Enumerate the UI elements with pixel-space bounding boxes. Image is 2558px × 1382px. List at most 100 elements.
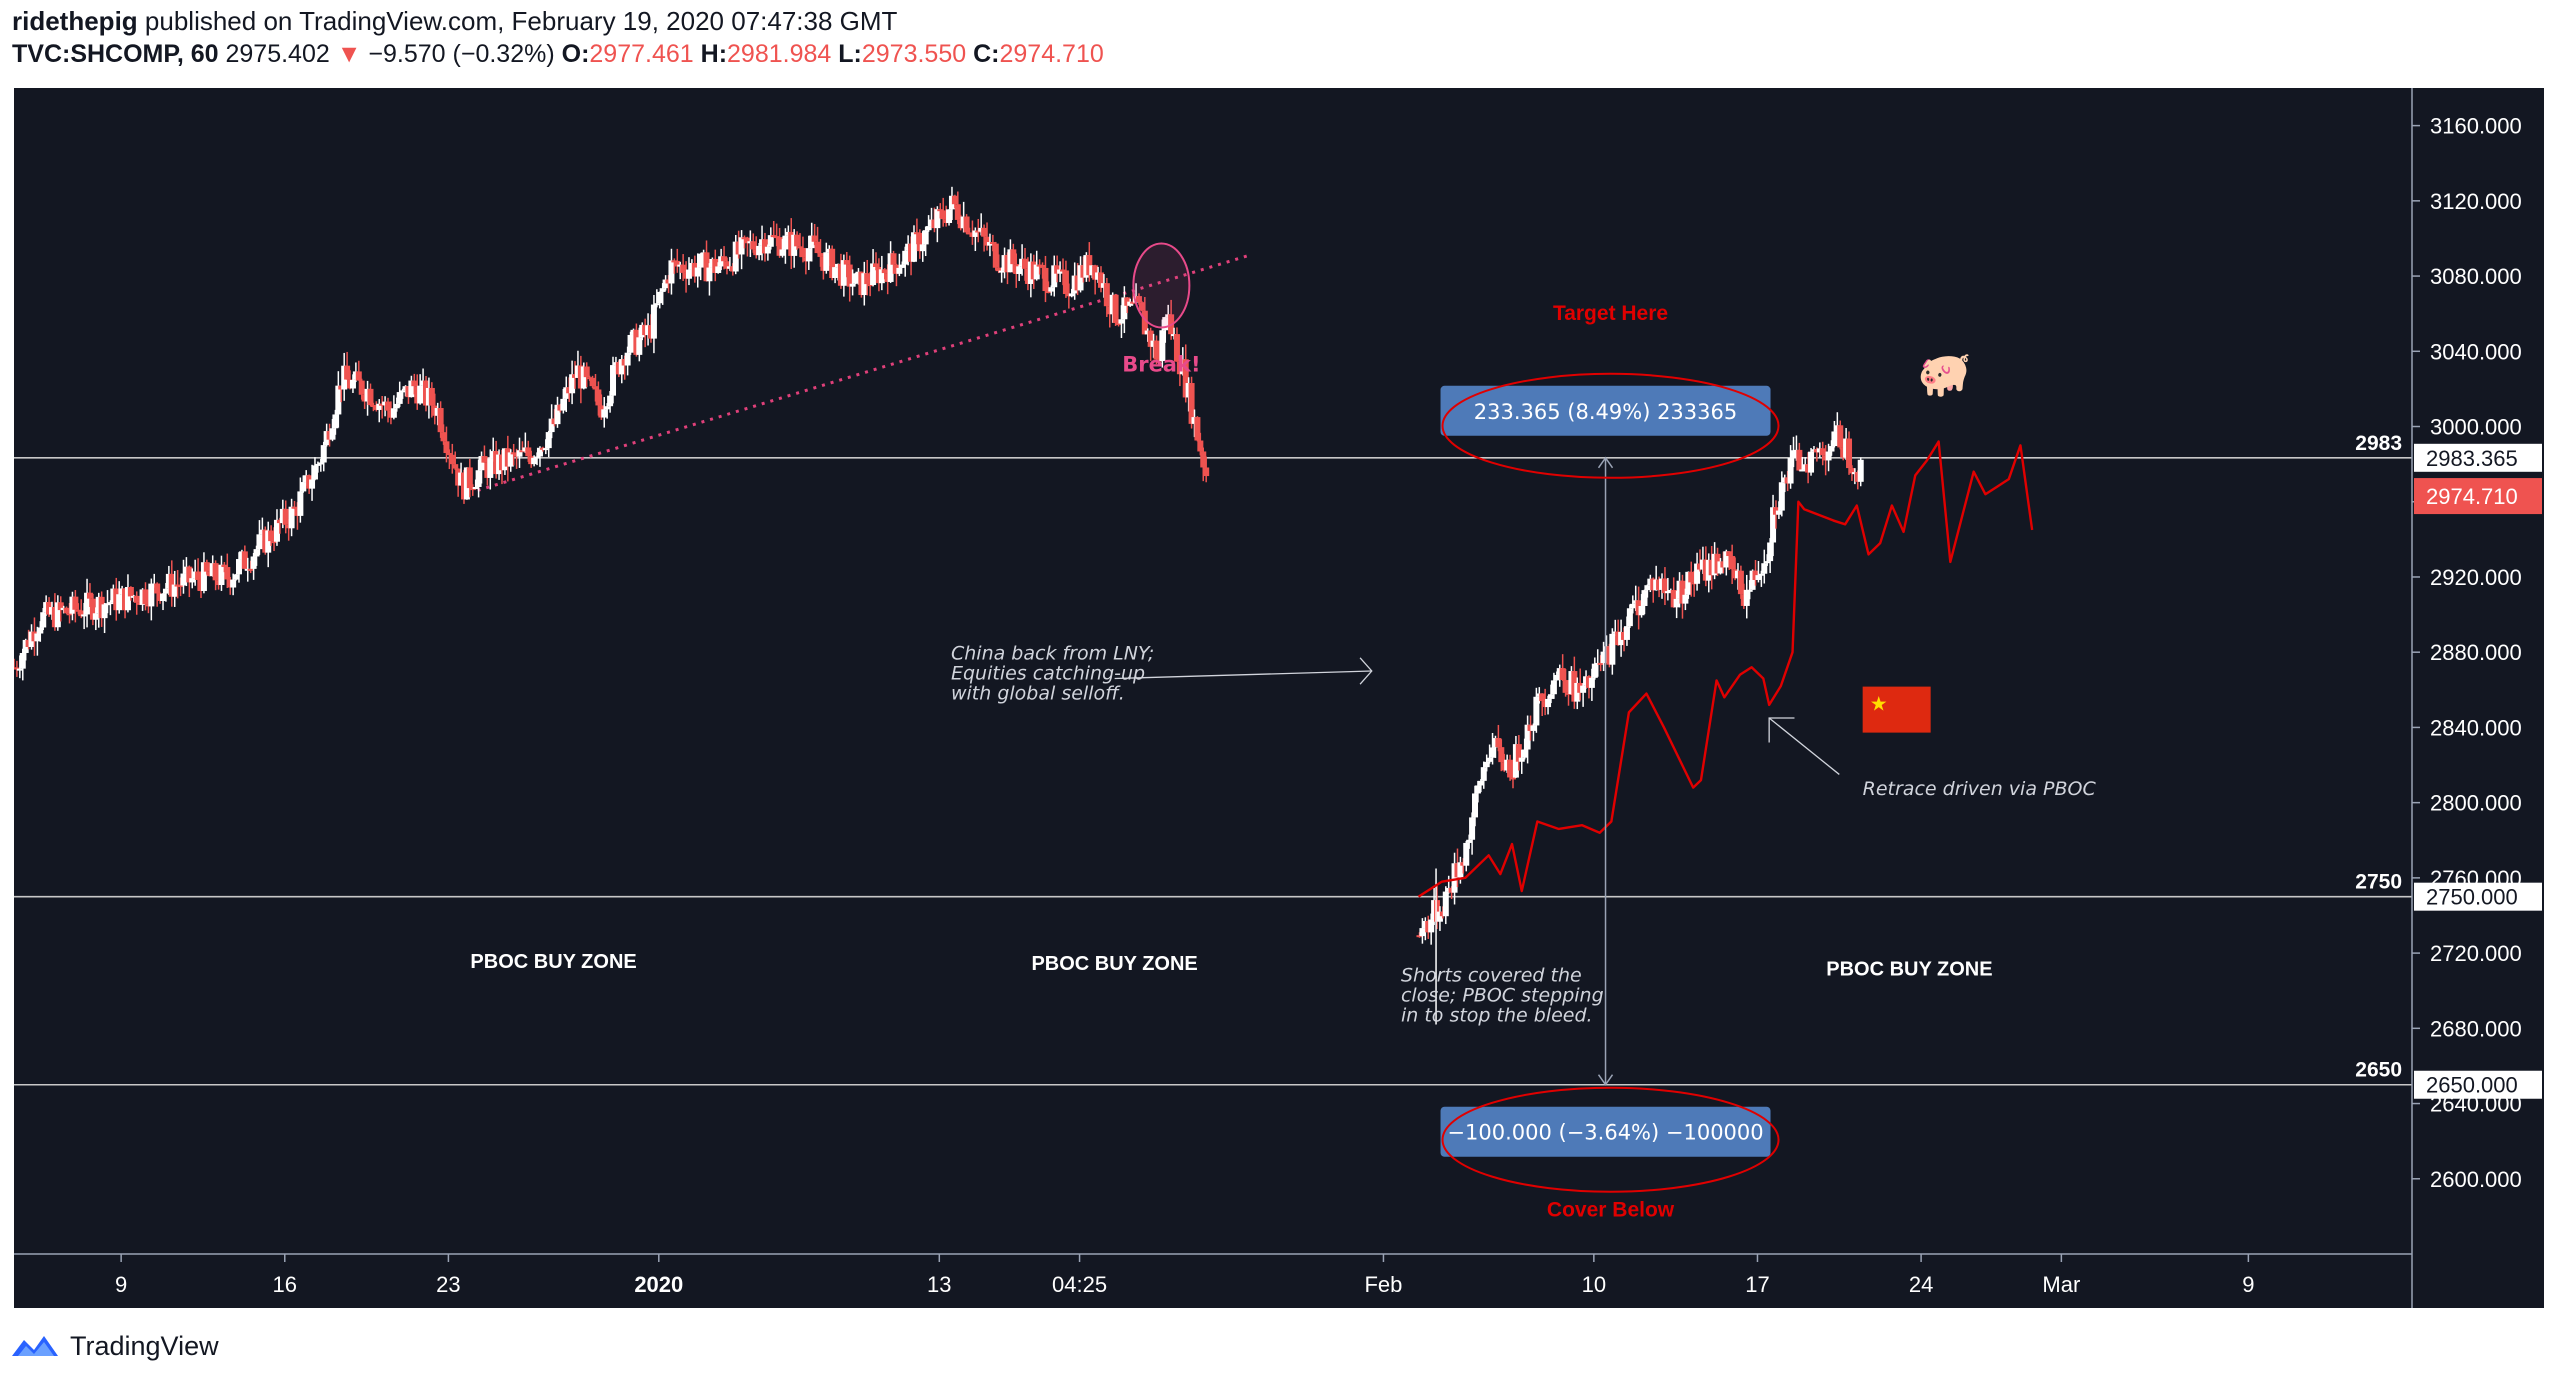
candle-body: [14, 667, 20, 670]
candle-body: [1545, 698, 1552, 708]
candle-body: [142, 589, 149, 605]
candle-body: [560, 398, 567, 411]
candle-body: [1147, 330, 1154, 347]
low-label: L:: [838, 40, 862, 68]
candle-body: [750, 241, 757, 250]
candle-body: [1057, 269, 1064, 274]
candle-body: [358, 380, 365, 395]
note-text: China back from LNY;: [951, 643, 1154, 665]
candle-body: [265, 530, 272, 553]
price-tick-label: 2720.000: [2430, 941, 2522, 966]
candle-body: [659, 288, 666, 292]
candle-body: [1115, 322, 1122, 325]
candle-body: [595, 389, 602, 406]
candle-body: [1641, 590, 1648, 606]
zone-annotation: Target Here: [1553, 302, 1668, 325]
candle-body: [954, 204, 961, 220]
candle-body: [811, 235, 818, 242]
author-name[interactable]: ridethepig: [12, 6, 138, 36]
candle-body: [776, 237, 783, 256]
price-tick-label: 3120.000: [2430, 189, 2522, 214]
candle-body: [1600, 651, 1607, 664]
candle-body: [1135, 296, 1142, 303]
close-value: 2974.710: [999, 40, 1104, 68]
candle-body: [1130, 301, 1137, 304]
candle-body: [1194, 417, 1201, 441]
price-tick-label: 3080.000: [2430, 264, 2522, 289]
candle-body: [1048, 287, 1055, 292]
candle-body: [452, 464, 459, 469]
current-price-tag: [2414, 478, 2542, 515]
measure-arrow-down-icon: [1597, 1074, 1614, 1087]
candle-body: [823, 252, 830, 271]
price-tick-label: 2600.000: [2430, 1167, 2522, 1192]
candle-body: [1518, 757, 1525, 762]
candle-body: [235, 559, 242, 575]
candle-body: [1644, 585, 1651, 591]
candle-body: [309, 479, 316, 489]
candle-body: [203, 562, 210, 572]
candle-body: [618, 359, 625, 375]
candle-body: [1799, 469, 1806, 472]
candle-body: [297, 491, 304, 516]
candle-body: [1474, 785, 1481, 794]
candle-body: [1515, 744, 1522, 762]
measure-label: 233.365 (8.49%) 233365: [1474, 400, 1737, 424]
candle-body: [1775, 510, 1782, 515]
candle-body: [583, 366, 590, 378]
candle-body: [481, 456, 488, 463]
candle-body: [580, 366, 587, 389]
candle-body: [224, 567, 231, 580]
candle-body: [1121, 297, 1128, 320]
projection-path: [1417, 440, 2034, 898]
candle-body: [393, 403, 400, 409]
tradingview-brand[interactable]: TradingView: [70, 1330, 219, 1361]
candle-body: [832, 267, 839, 278]
candle-body: [154, 583, 161, 594]
price-tick-label: 2880.000: [2430, 640, 2522, 665]
open-value: 2977.461: [589, 40, 694, 68]
candle-body: [314, 463, 321, 466]
pig-emoji-icon: 🐖: [1917, 349, 1972, 400]
candle-body: [1825, 451, 1832, 461]
candle-body: [867, 284, 874, 287]
candle-body: [624, 352, 631, 366]
candle-body: [861, 273, 868, 296]
candle-body: [171, 584, 178, 597]
candle-body: [937, 209, 944, 212]
candle-body: [1770, 507, 1777, 543]
candle-body: [218, 564, 225, 586]
candle-body: [1498, 747, 1505, 763]
candle-body: [1521, 749, 1528, 758]
candle-body: [1153, 340, 1160, 360]
china-flag-icon: [1862, 686, 1931, 733]
candle-body: [124, 586, 131, 611]
candle-body: [1764, 561, 1771, 564]
candle-body: [1539, 693, 1546, 702]
candle-body: [390, 408, 397, 418]
ohlc-legend: TVC:SHCOMP, 60 2975.402 ▼ −9.570 (−0.32%…: [12, 40, 1104, 69]
price-chart[interactable]: 233.365 (8.49%) 233365 Target Here −100.00…: [14, 88, 2544, 1308]
candle-body: [934, 209, 941, 229]
candle-body: [273, 519, 280, 542]
candle-body: [916, 232, 923, 252]
candle-body: [475, 470, 482, 487]
candle-body: [1489, 747, 1496, 758]
candle-body: [411, 380, 418, 387]
candle-body: [680, 264, 687, 273]
candle-body: [1097, 272, 1104, 288]
price-tick-label: 3040.000: [2430, 339, 2522, 364]
pboc-buy-zone-label: PBOC BUY ZONE: [1031, 953, 1197, 975]
candle-body: [1483, 761, 1490, 768]
candle-body: [607, 395, 614, 407]
candle-body: [200, 562, 207, 591]
candle-body: [66, 613, 73, 616]
candle-body: [34, 633, 41, 642]
candle-body: [525, 447, 532, 457]
candle-body: [542, 448, 549, 451]
candle-body: [437, 408, 444, 433]
candle-body: [1848, 468, 1855, 474]
time-tick-label: 24: [1909, 1272, 1933, 1297]
candle-body: [1755, 575, 1762, 580]
candle-body: [399, 390, 406, 393]
